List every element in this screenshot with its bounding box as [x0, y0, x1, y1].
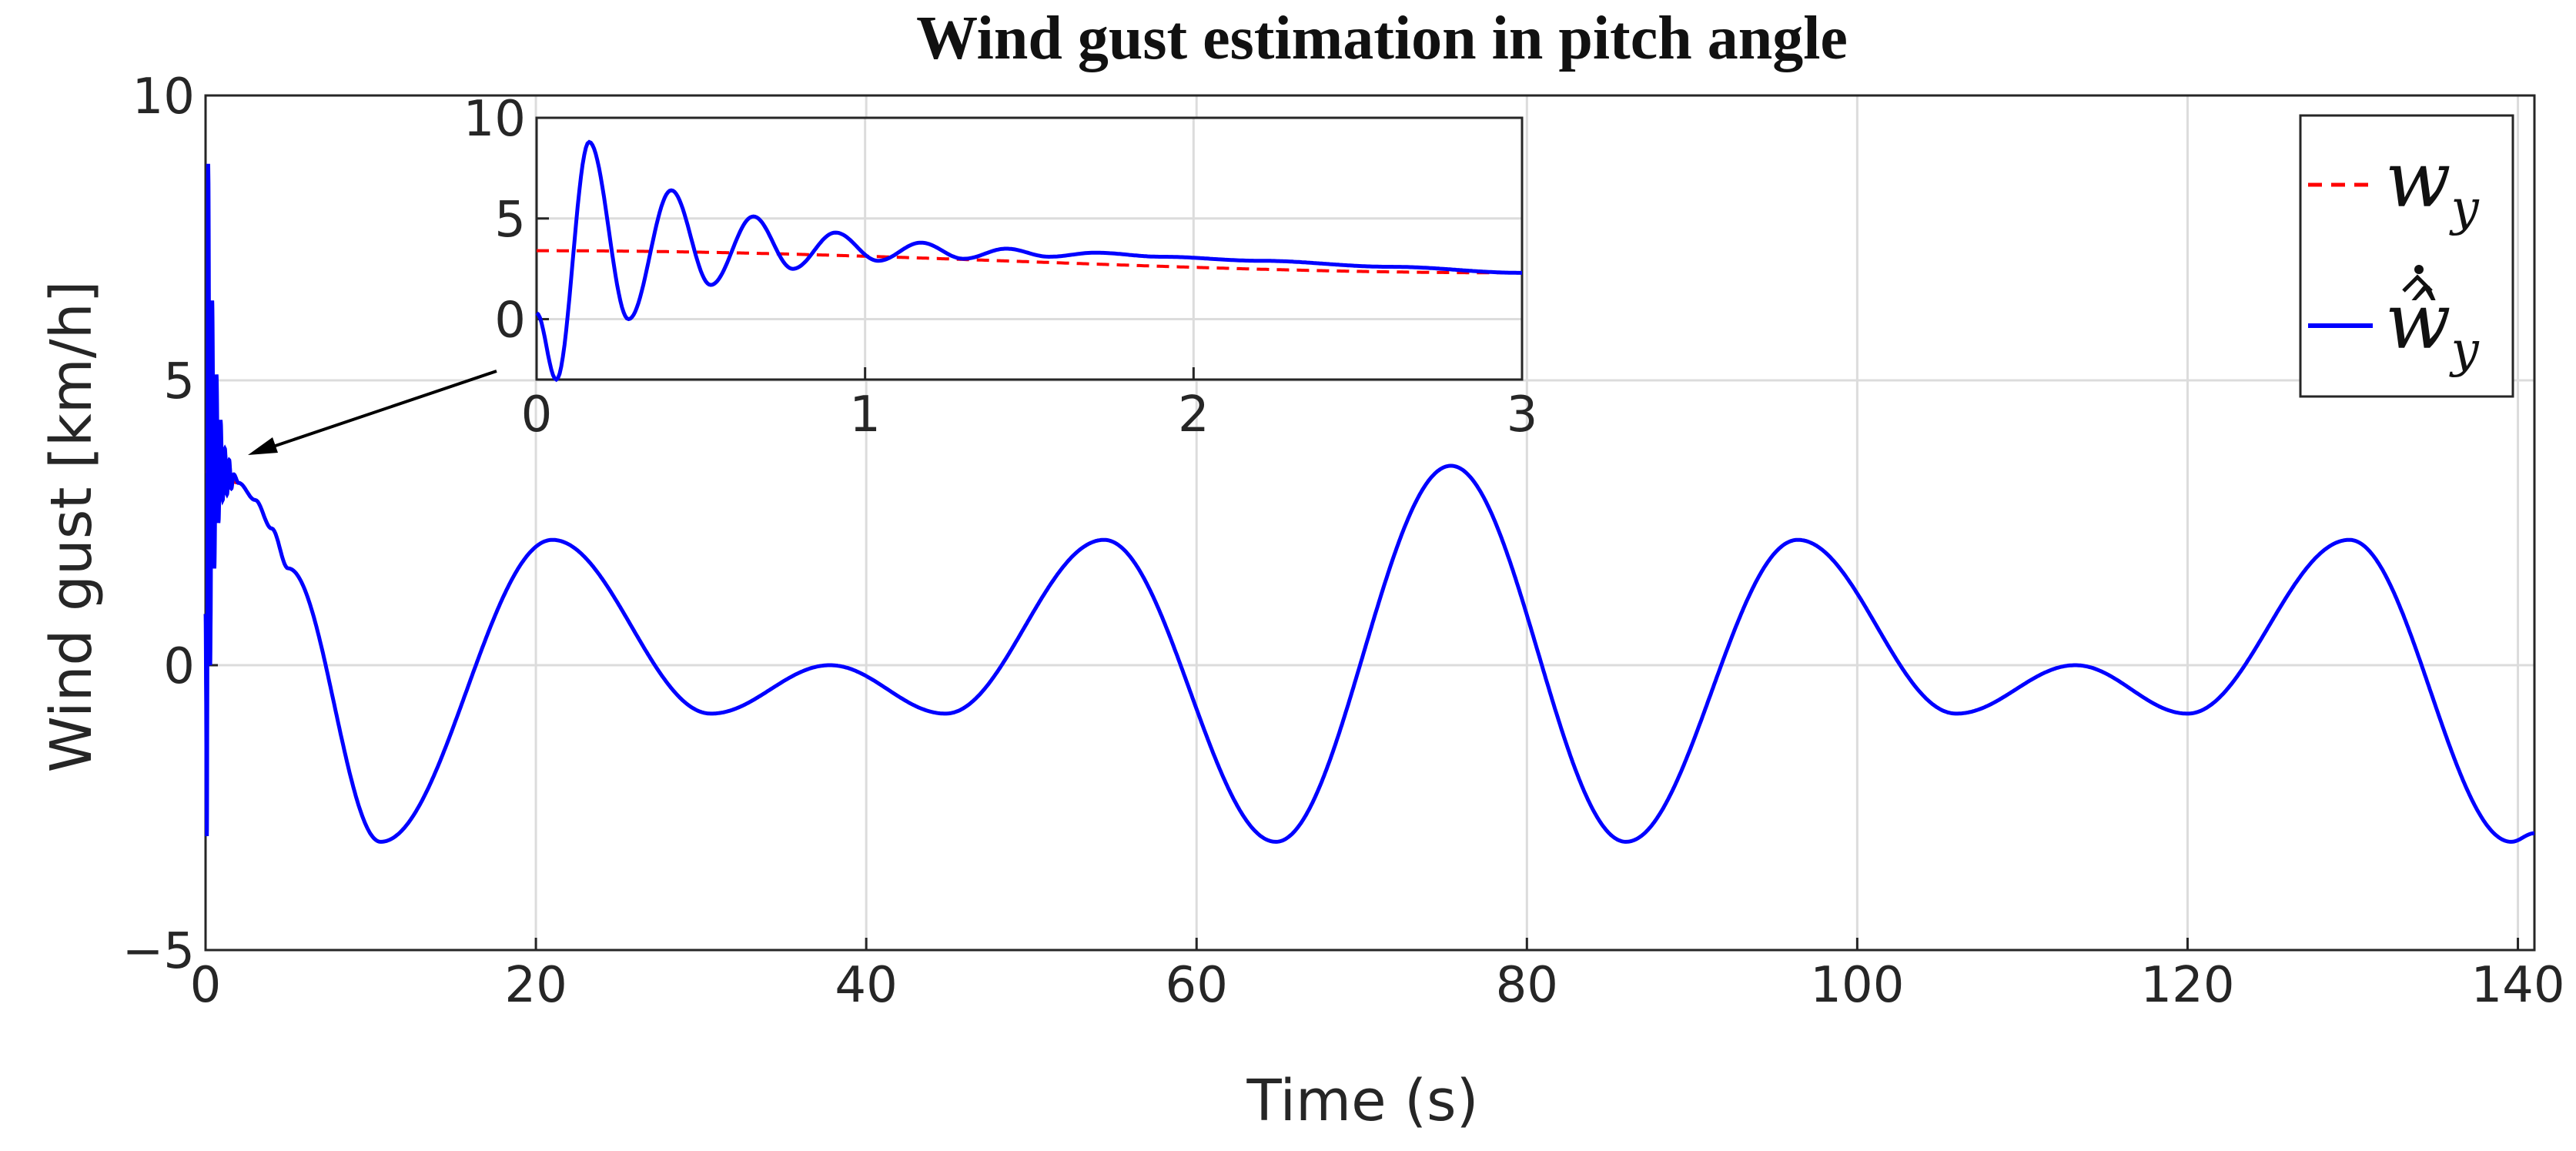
inset-xtick-label-2: 2	[1178, 386, 1209, 443]
inset-ytick-label-0: 0	[494, 293, 526, 350]
y-axis-label: Wind gust [km/h]	[38, 281, 105, 773]
main-xtick-label-140: 140	[2471, 957, 2564, 1014]
inset-plot: 0 1 2 3 0 5 10	[463, 91, 1538, 443]
legend-label-true: wy	[2385, 135, 2480, 237]
legend-label-estimate-main: ŵ	[2385, 276, 2451, 366]
main-ytick-label-5: 5	[163, 353, 195, 410]
main-xtick-label-0: 0	[190, 957, 222, 1014]
legend-hat-accent	[2402, 274, 2433, 293]
legend-label-estimate: ŵy	[2385, 276, 2480, 379]
x-axis-label: Time (s)	[1246, 1068, 1479, 1134]
inset-xtick-label-1: 1	[849, 386, 881, 443]
inset-axes-box	[535, 116, 1524, 381]
main-ytick-label--5: −5	[122, 923, 195, 980]
legend-label-true-main: w	[2385, 135, 2451, 225]
inset-xtick-label-0: 0	[521, 386, 553, 443]
inset-ticks: 0 1 2 3 0 5 10	[463, 91, 1538, 443]
main-xtick-label-60: 60	[1166, 957, 1228, 1014]
main-xtick-label-80: 80	[1496, 957, 1558, 1014]
legend-label-true-sub: y	[2449, 180, 2480, 237]
main-ytick-label-0: 0	[163, 638, 195, 695]
main-xtick-label-120: 120	[2140, 957, 2234, 1014]
inset-series	[535, 139, 1522, 383]
main-axes-box	[204, 94, 2536, 952]
main-xtick-label-20: 20	[504, 957, 567, 1014]
zoom-arrow	[248, 370, 497, 455]
inset-xtick-label-3: 3	[1507, 386, 1538, 443]
main-xtick-label-100: 100	[1810, 957, 1904, 1014]
main-xtick-label-40: 40	[835, 957, 897, 1014]
legend: wy ŵy	[2299, 114, 2514, 398]
inset-series-true-gust-line	[537, 249, 1522, 275]
inset-series-estimate-line	[535, 139, 1522, 383]
legend-label-estimate-sub: y	[2449, 322, 2480, 379]
main-ytick-label-10: 10	[132, 69, 195, 125]
legend-box	[2299, 114, 2514, 398]
inset-ytick-label-10: 10	[463, 91, 526, 148]
inset-ytick-label-5: 5	[494, 192, 526, 249]
chart-title: Wind gust estimation in pitch angle	[916, 5, 1848, 72]
series-estimate-line	[203, 163, 2535, 844]
inset-background	[537, 118, 1522, 380]
legend-dot-accent	[2414, 265, 2424, 274]
main-series	[203, 163, 2535, 844]
